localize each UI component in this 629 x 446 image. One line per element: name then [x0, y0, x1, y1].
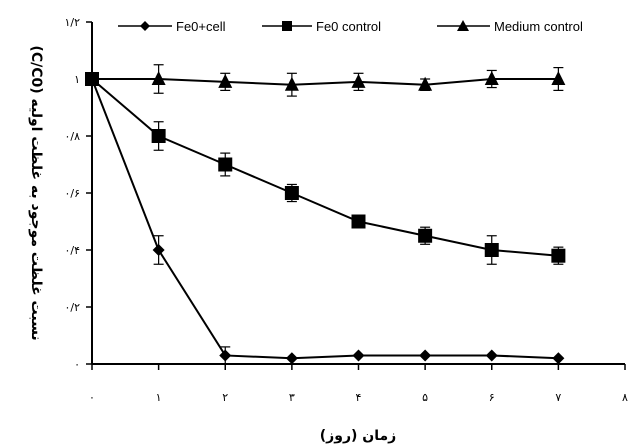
data-point [218, 157, 233, 172]
series-layer [85, 64, 566, 365]
x-tick-label: ۱ [156, 391, 162, 404]
data-point [285, 352, 298, 365]
data-point [552, 352, 565, 365]
x-tick-label: ۲ [222, 391, 228, 404]
x-tick-label: ۰ [89, 391, 95, 404]
legend-label-medium-control: Medium control [494, 19, 583, 34]
y-axis-ticks: ۰ ۰/۲ ۰/۴ ۰/۶ ۰/۸ ۱ ۱/۲ [64, 16, 92, 371]
data-point [418, 76, 433, 91]
x-tick-label: ۷ [555, 391, 561, 404]
legend-label-fe0-cell: Fe0+cell [176, 19, 226, 34]
y-tick-label: ۱/۲ [64, 16, 80, 29]
y-tick-label: ۰/۶ [64, 187, 80, 200]
data-point [218, 73, 233, 88]
data-point [351, 73, 366, 88]
data-point [151, 129, 166, 143]
x-tick-label: ۳ [289, 391, 295, 404]
x-axis-ticks: ۰ ۱ ۲ ۳ ۴ ۵ ۶ ۷ ۸ [89, 364, 628, 404]
data-point [485, 349, 498, 362]
data-point [284, 76, 299, 91]
data-point [551, 248, 566, 263]
legend-marker-fe0-control [282, 21, 292, 31]
data-point [284, 186, 299, 200]
legend-marker-fe0-cell [140, 21, 150, 31]
x-tick-label: ۵ [422, 391, 428, 404]
y-axis-title: نسبت غلظت موجود به غلظت اولیه (C/C0) [28, 45, 44, 340]
series-line-fe0-cell [91, 78, 559, 360]
series-line-medium-control [92, 78, 559, 86]
data-point [418, 228, 433, 243]
data-point [152, 244, 165, 256]
series-fe0-control [85, 72, 566, 265]
legend: Fe0+cell Fe0 control Medium control [118, 19, 583, 34]
data-point [219, 349, 232, 362]
series-fe0-cell [86, 73, 565, 365]
x-axis-title: زمان (روز) [320, 428, 396, 444]
data-point [484, 243, 499, 257]
data-point [419, 349, 432, 362]
data-point [484, 71, 499, 85]
y-tick-label: ۰ [74, 358, 80, 371]
y-tick-label: ۰/۴ [64, 244, 80, 257]
y-axis-title-text: نسبت غلظت موجود به غلظت اولیه (C/C0) [28, 45, 44, 340]
y-tick-label: ۰/۲ [64, 301, 80, 314]
y-tick-label: ۱ [74, 73, 80, 86]
y-tick-label: ۰/۸ [64, 130, 80, 143]
data-point [351, 214, 366, 229]
x-tick-label: ۸ [622, 391, 628, 404]
legend-marker-medium-control [457, 20, 469, 31]
data-point [352, 349, 365, 362]
series-medium-control [85, 64, 566, 97]
data-point [85, 71, 99, 85]
data-point [551, 71, 566, 85]
legend-label-fe0-control: Fe0 control [316, 19, 381, 34]
x-tick-label: ۴ [356, 391, 362, 404]
data-point [151, 71, 166, 85]
series-line-fe0-control [91, 78, 559, 257]
x-tick-label: ۶ [489, 391, 495, 404]
